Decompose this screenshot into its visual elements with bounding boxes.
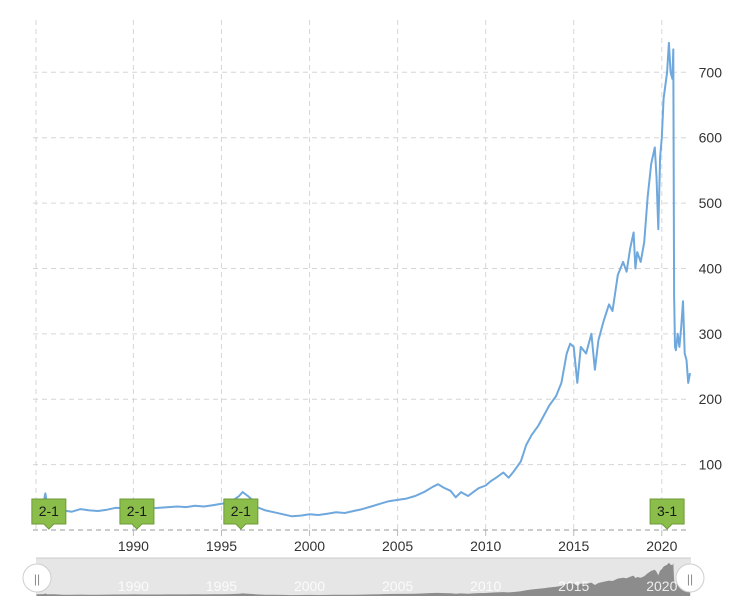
split-flag[interactable]: 2-1 bbox=[119, 498, 155, 530]
split-flag-shape bbox=[119, 498, 155, 530]
grip-icon: || bbox=[687, 572, 693, 586]
split-flag-shape bbox=[649, 498, 685, 530]
split-flag-label: 3-1 bbox=[657, 503, 677, 519]
navigator-label: 2000 bbox=[294, 578, 325, 594]
split-flag[interactable]: 2-1 bbox=[223, 498, 259, 530]
navigator-right-handle-knob[interactable] bbox=[675, 563, 705, 593]
y-tick-label: 100 bbox=[699, 457, 723, 473]
split-flag-label: 2-1 bbox=[39, 503, 59, 519]
navigator-label: 2015 bbox=[558, 578, 589, 594]
split-flag-label: 2-1 bbox=[231, 503, 251, 519]
y-tick-label: 200 bbox=[699, 391, 723, 407]
navigator-left-handle[interactable]: || bbox=[22, 563, 52, 593]
y-axis: 100 200 300 400 500 600 700 bbox=[699, 64, 723, 472]
x-tick-label: 2020 bbox=[646, 538, 677, 554]
x-tick-label: 2010 bbox=[470, 538, 501, 554]
grip-icon: || bbox=[34, 572, 40, 586]
y-tick-label: 600 bbox=[699, 130, 723, 146]
x-axis: 1990 1995 2000 2005 2010 2015 2020 bbox=[33, 529, 690, 554]
y-tick-label: 300 bbox=[699, 326, 723, 342]
series-layer bbox=[36, 41, 691, 518]
split-flag-shape bbox=[31, 498, 67, 530]
split-flag[interactable]: 3-1 bbox=[649, 498, 685, 530]
split-flag-label: 2-1 bbox=[127, 503, 147, 519]
navigator-label: 2020 bbox=[646, 578, 677, 594]
navigator-label: 2010 bbox=[470, 578, 501, 594]
x-tick-label: 2015 bbox=[558, 538, 589, 554]
navigator-label: 1995 bbox=[206, 578, 237, 594]
y-tick-label: 500 bbox=[699, 195, 723, 211]
y-tick-label: 700 bbox=[699, 64, 723, 80]
navigator-series bbox=[36, 562, 690, 596]
x-tick-label: 2000 bbox=[294, 538, 325, 554]
price-line bbox=[36, 41, 691, 518]
grid bbox=[33, 20, 690, 530]
navigator-left-handle-knob[interactable] bbox=[22, 563, 52, 593]
x-tick-label: 1990 bbox=[118, 538, 149, 554]
split-flag-shape bbox=[223, 498, 259, 530]
split-flag[interactable]: 2-1 bbox=[31, 498, 67, 530]
split-annotations: 2-1 2-1 2-1 3-1 bbox=[31, 498, 685, 530]
y-tick-label: 400 bbox=[699, 260, 723, 276]
navigator-label: 1990 bbox=[118, 578, 149, 594]
navigator[interactable]: 1990 1995 2000 2005 2010 2015 2020 || || bbox=[22, 557, 705, 596]
navigator-label: 2005 bbox=[382, 578, 413, 594]
navigator-right-handle[interactable]: || bbox=[675, 563, 705, 593]
x-tick-label: 1995 bbox=[206, 538, 237, 554]
x-tick-label: 2005 bbox=[382, 538, 413, 554]
